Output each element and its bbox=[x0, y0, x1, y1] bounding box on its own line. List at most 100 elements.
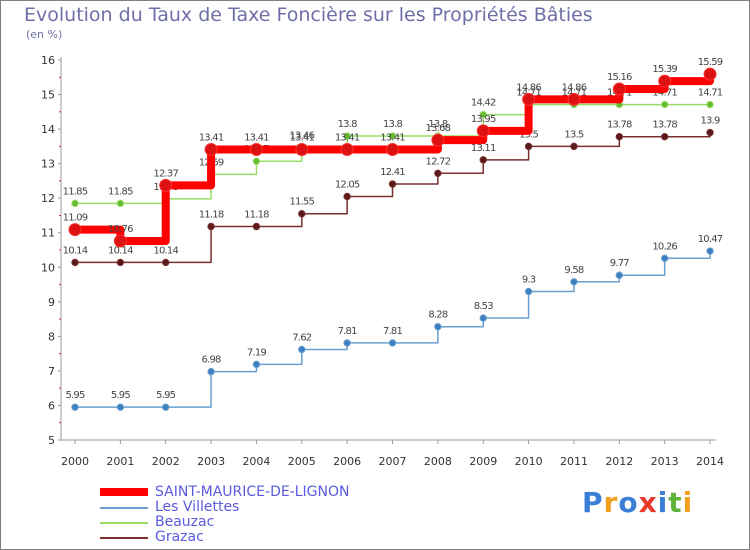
data-label: 15.59 bbox=[698, 57, 723, 68]
data-label: 12.72 bbox=[426, 156, 451, 167]
data-point bbox=[615, 271, 624, 279]
data-label: 5.95 bbox=[111, 390, 131, 401]
data-point bbox=[434, 169, 442, 178]
data-point bbox=[159, 178, 173, 192]
x-tick-label: 2008 bbox=[424, 455, 452, 468]
data-point bbox=[162, 403, 170, 411]
data-label: 13.5 bbox=[519, 129, 539, 140]
data-point bbox=[343, 132, 351, 140]
data-point bbox=[434, 322, 442, 331]
data-label: 7.81 bbox=[338, 326, 358, 337]
data-label: 14.71 bbox=[698, 88, 723, 99]
y-tick-label: 14 bbox=[41, 123, 55, 136]
data-point bbox=[252, 157, 261, 165]
data-label: 7.19 bbox=[247, 347, 267, 358]
data-point bbox=[570, 278, 578, 286]
data-point bbox=[295, 142, 309, 156]
x-tick-label: 2007 bbox=[379, 455, 407, 468]
logo-letter: x bbox=[638, 486, 658, 519]
y-tick-label: 16 bbox=[41, 54, 55, 67]
data-label: 15.39 bbox=[652, 64, 677, 75]
data-point bbox=[706, 247, 714, 255]
x-tick-label: 2000 bbox=[61, 455, 89, 468]
x-tick-label: 2009 bbox=[469, 455, 497, 468]
data-point bbox=[162, 258, 170, 267]
data-label: 7.81 bbox=[383, 326, 403, 337]
data-label: 5.95 bbox=[156, 390, 176, 401]
data-label: 7.62 bbox=[292, 332, 312, 343]
data-point bbox=[71, 258, 79, 267]
logo-letter: o bbox=[618, 486, 639, 519]
data-label: 11.85 bbox=[63, 186, 88, 197]
data-point bbox=[113, 234, 127, 248]
y-tick-label: 7 bbox=[48, 365, 55, 378]
legend-label-grazac: Grazac bbox=[155, 529, 204, 545]
chart-legend: SAINT-MAURICE-DE-LIGNON Les Villettes Be… bbox=[100, 484, 400, 545]
data-point bbox=[386, 142, 400, 156]
data-point bbox=[204, 142, 218, 156]
data-label: 13.5 bbox=[564, 129, 584, 140]
proxiti-logo: Proxiti bbox=[582, 486, 693, 519]
data-label: 11.55 bbox=[289, 197, 314, 208]
data-point bbox=[570, 142, 578, 151]
data-label: 11.18 bbox=[199, 210, 224, 221]
data-label: 13.41 bbox=[199, 132, 224, 143]
data-point bbox=[615, 132, 624, 141]
data-label: 13.9 bbox=[701, 116, 721, 127]
y-tick-label: 8 bbox=[48, 330, 55, 343]
y-tick-label: 15 bbox=[41, 89, 55, 102]
x-tick-label: 2004 bbox=[242, 455, 270, 468]
data-point bbox=[524, 287, 533, 296]
data-label: 15.16 bbox=[607, 72, 632, 83]
data-label: 10.47 bbox=[698, 234, 723, 245]
data-point bbox=[252, 222, 261, 231]
data-point bbox=[706, 100, 714, 109]
data-label: 9.77 bbox=[610, 258, 630, 269]
data-point bbox=[612, 82, 626, 96]
data-label: 13.41 bbox=[380, 132, 405, 143]
data-label: 12.41 bbox=[380, 167, 405, 178]
data-label: 10.14 bbox=[63, 245, 88, 256]
logo-letter: t bbox=[668, 486, 683, 519]
y-tick-label: 13 bbox=[41, 158, 55, 171]
data-label: 14.86 bbox=[562, 82, 587, 93]
data-point bbox=[706, 128, 714, 137]
legend-item-les-villettes: Les Villettes bbox=[100, 499, 400, 515]
data-point bbox=[524, 142, 533, 151]
x-tick-label: 2003 bbox=[197, 455, 225, 468]
data-point bbox=[388, 132, 397, 140]
data-label: 11.18 bbox=[244, 210, 269, 221]
logo-letter: i bbox=[682, 486, 694, 519]
y-tick-label: 10 bbox=[41, 261, 55, 274]
series-line-3 bbox=[74, 131, 711, 264]
data-label: 10.26 bbox=[652, 241, 677, 252]
y-tick-label: 9 bbox=[48, 296, 55, 309]
data-point bbox=[340, 142, 354, 156]
data-point bbox=[252, 360, 261, 369]
data-label: 12.37 bbox=[153, 168, 178, 179]
data-point bbox=[522, 92, 536, 106]
x-tick-label: 2001 bbox=[106, 455, 134, 468]
legend-item-saint-maurice: SAINT-MAURICE-DE-LIGNON bbox=[100, 484, 400, 500]
data-label: 14.42 bbox=[471, 98, 496, 109]
data-point bbox=[116, 258, 125, 267]
data-point bbox=[207, 367, 215, 376]
series-line-0 bbox=[71, 70, 715, 246]
data-point bbox=[298, 345, 306, 354]
x-tick-label: 2011 bbox=[560, 455, 588, 468]
data-label: 10.14 bbox=[153, 245, 178, 256]
data-label: 13.95 bbox=[471, 114, 496, 125]
data-label: 14.71 bbox=[652, 88, 677, 99]
legend-swatch-beauzac bbox=[100, 522, 148, 524]
data-point bbox=[388, 339, 397, 347]
data-label: 13.68 bbox=[426, 123, 451, 134]
data-point bbox=[660, 254, 669, 262]
x-tick-label: 2012 bbox=[605, 455, 633, 468]
series-line-2 bbox=[74, 103, 711, 205]
data-point bbox=[343, 192, 351, 201]
data-point bbox=[388, 180, 397, 188]
data-label: 13.78 bbox=[607, 120, 632, 131]
x-tick-label: 2006 bbox=[333, 455, 361, 468]
data-label: 8.53 bbox=[474, 301, 494, 312]
legend-label-beauzac: Beauzac bbox=[155, 514, 215, 530]
